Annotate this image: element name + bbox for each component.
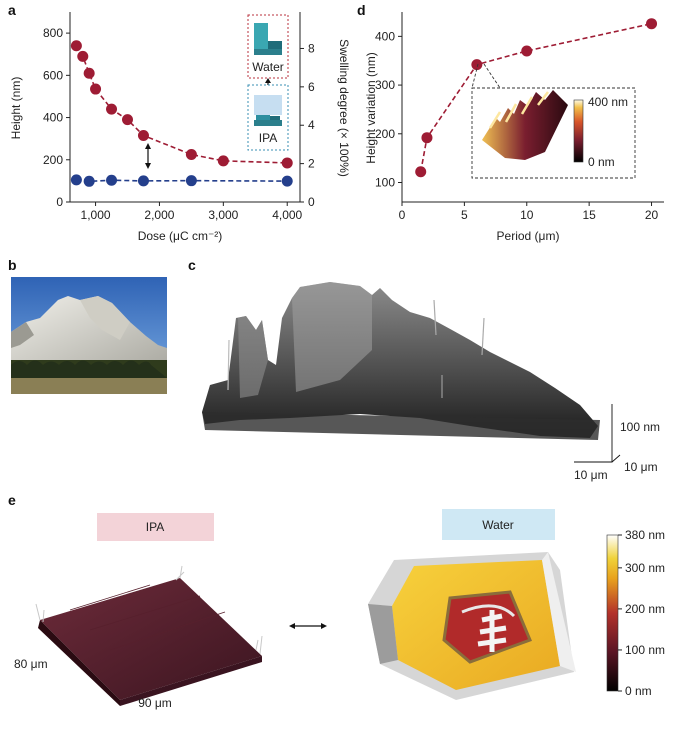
series-line [75, 45, 288, 164]
inset-3d-grating [482, 90, 568, 160]
colorbar-tick-label: 100 nm [625, 643, 665, 657]
double-arrow-icon [289, 623, 327, 629]
data-point [90, 83, 102, 95]
data-point [70, 174, 82, 186]
scale-z-label: 100 nm [620, 420, 660, 434]
data-point [122, 114, 133, 126]
data-point [137, 175, 149, 187]
data-point [137, 130, 149, 141]
colorbar-tick-label: 380 nm [625, 528, 665, 542]
chart-d: 0 5 10 15 20 100 200 300 400 Period (μm) Height … [364, 12, 664, 243]
y-axis-label: Height (nm) [9, 77, 23, 140]
chart-a: 1,000 2,000 3,000 4,000 0 200 400 600 800 0 2 4 6 8 D… [9, 12, 351, 243]
y-right-tick-label: 8 [308, 41, 315, 55]
data-point [646, 18, 658, 30]
panel-label-b: b [8, 257, 17, 273]
x-tick-label: 1,000 [81, 208, 111, 222]
water-surface-3d [368, 552, 576, 700]
data-point [70, 40, 82, 52]
panel-label-c: c [188, 257, 196, 273]
colorbar-tick-label: 0 nm [625, 684, 652, 698]
x-tick-label: 3,000 [208, 208, 238, 222]
dim-x-label: 90 μm [138, 696, 172, 710]
x-axis-label: Period (μm) [497, 229, 560, 243]
data-point [185, 175, 197, 187]
terrain-3d-render: 100 nm 10 μm 10 μm [202, 282, 660, 482]
inset-ipa-schematic: IPA [247, 84, 289, 151]
y-tick-label: 200 [375, 127, 395, 141]
data-point [106, 174, 118, 186]
ipa-surface-3d [35, 565, 263, 706]
y-right-tick-label: 4 [308, 118, 315, 132]
y-right-tick-label: 2 [308, 157, 315, 171]
x-tick-label: 20 [645, 208, 659, 222]
x-tick-label: 4,000 [272, 208, 302, 222]
data-point [106, 103, 118, 115]
y-tick-label: 600 [43, 68, 63, 82]
y-right-tick-label: 6 [308, 80, 315, 94]
x-axis-label: Dose (μC cm⁻²) [138, 229, 223, 243]
colorbar-tick-label: 300 nm [625, 561, 665, 575]
x-tick-label: 2,000 [144, 208, 174, 222]
y-tick-label: 800 [43, 26, 63, 40]
data-point [77, 50, 89, 62]
inset-colorbar [573, 99, 584, 163]
panel-label-e: e [8, 492, 16, 508]
data-point [281, 175, 293, 187]
y-tick-label: 200 [43, 153, 63, 167]
y-axis-label: Height variation (nm) [364, 52, 378, 163]
dim-y-label: 80 μm [14, 657, 48, 671]
y-tick-label: 0 [56, 195, 63, 209]
x-tick-label: 0 [399, 208, 406, 222]
data-point [471, 59, 483, 71]
inset-ipa-label: IPA [259, 131, 277, 145]
colorbar-min-label: 0 nm [588, 155, 615, 169]
ipa-label-box [97, 513, 214, 541]
data-point [83, 175, 95, 187]
inset-connector [471, 63, 479, 89]
data-point [217, 155, 229, 167]
panel-label-a: a [8, 2, 16, 18]
data-point [281, 157, 293, 169]
x-tick-label: 15 [582, 208, 596, 222]
inset-water-schematic: Water [247, 14, 289, 79]
data-point [521, 45, 533, 57]
inset-connector [483, 63, 501, 89]
colorbar-tick-label: 200 nm [625, 602, 665, 616]
data-point [421, 132, 433, 144]
colorbar-e [606, 534, 619, 692]
photo-el-capitan [11, 277, 167, 394]
water-label: Water [482, 518, 514, 532]
data-point [185, 149, 197, 160]
y-right-tick-label: 0 [308, 195, 315, 209]
ipa-label: IPA [146, 520, 164, 534]
scale-y-label: 10 μm [624, 460, 658, 474]
colorbar-max-label: 400 nm [588, 95, 628, 109]
panel-label-d: d [357, 2, 366, 18]
y-tick-label: 400 [43, 111, 63, 125]
data-point [83, 67, 95, 79]
y-tick-label: 100 [375, 176, 395, 190]
double-arrow-icon [145, 143, 151, 169]
scale-x-label: 10 μm [574, 468, 608, 482]
x-tick-label: 5 [461, 208, 468, 222]
inset-water-label: Water [252, 60, 284, 74]
water-label-box [442, 509, 555, 540]
x-tick-label: 10 [520, 208, 534, 222]
data-point [415, 166, 427, 178]
y-axis-right-label: Swelling degree (× 100%) [337, 39, 351, 177]
y-tick-label: 300 [375, 78, 395, 92]
y-tick-label: 400 [375, 29, 395, 43]
